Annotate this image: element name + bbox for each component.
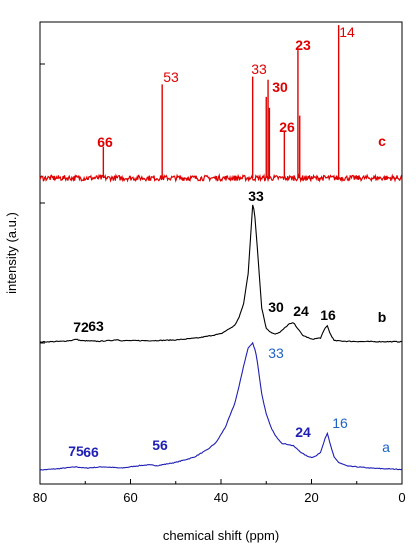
x-axis-ticks: 80 60 40 20 0: [33, 479, 406, 505]
series-b-line: [39, 204, 403, 343]
x-tick-label: 80: [33, 490, 47, 505]
peak-label-c: 26: [279, 119, 295, 135]
peak-label-a: 75: [68, 443, 84, 459]
peak-label-a: 56: [152, 437, 168, 453]
peak-label-b: 24: [293, 303, 309, 319]
peak-label-c: 30: [272, 79, 288, 95]
peak-label-b: 16: [320, 307, 336, 323]
y-axis-title: intensity (a.u.): [4, 212, 19, 294]
peak-label-b: 30: [268, 299, 284, 315]
peak-label-a: 66: [83, 444, 99, 460]
trace-label-a: a: [382, 439, 390, 455]
series-a-line: [39, 341, 403, 471]
trace-label-b: b: [378, 309, 387, 325]
peak-label-b: 72: [73, 319, 89, 335]
peak-label-c: 14: [339, 24, 355, 40]
peak-label-a: 16: [332, 415, 348, 431]
peak-label-a: 33: [268, 345, 284, 361]
peak-label-c: 33: [251, 61, 267, 77]
series-c-baseline: [39, 173, 403, 183]
spectrum-traces: [39, 25, 403, 471]
peak-label-c: 66: [97, 134, 113, 150]
x-tick-label: 40: [214, 490, 228, 505]
x-tick-label: 60: [123, 490, 137, 505]
peak-label-b: 33: [248, 188, 264, 204]
peak-label-c: 53: [163, 69, 179, 85]
peak-label-a: 24: [295, 424, 311, 440]
peak-label-b: 63: [88, 318, 104, 334]
y-axis-ticks: [40, 63, 45, 344]
x-tick-label: 0: [398, 490, 405, 505]
peak-label-c: 23: [295, 37, 311, 53]
x-axis-title: chemical shift (ppm): [163, 528, 279, 543]
trace-label-c: c: [378, 133, 386, 149]
x-tick-label: 20: [304, 490, 318, 505]
